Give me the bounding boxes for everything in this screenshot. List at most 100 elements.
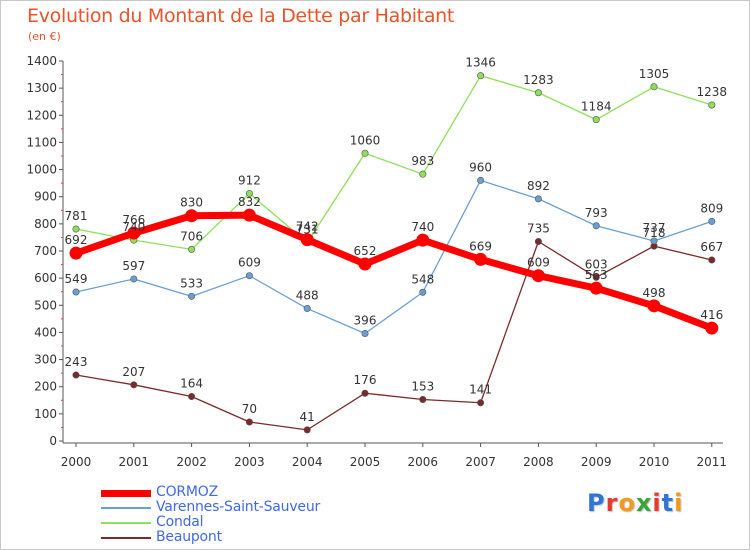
data-label: 667: [700, 240, 723, 254]
data-label: 740: [122, 220, 145, 234]
x-tick-label: 2008: [523, 455, 554, 469]
data-point: [589, 281, 603, 295]
logo-letter: P: [587, 489, 606, 517]
logo-letter: i: [674, 489, 684, 517]
legend-swatch: [101, 507, 151, 509]
data-label: 832: [238, 195, 261, 209]
data-label: 609: [527, 256, 550, 270]
y-tick-label: 1000: [26, 163, 57, 177]
data-label: 603: [585, 257, 608, 271]
data-point: [300, 233, 314, 247]
data-label: 1305: [639, 67, 670, 81]
data-point: [72, 371, 80, 379]
data-label: 416: [700, 308, 723, 322]
data-point: [705, 321, 719, 335]
data-label: 912: [238, 173, 261, 187]
data-label: 396: [354, 314, 377, 328]
series-line-beaupont: [75, 240, 713, 431]
y-tick-label: 1300: [26, 81, 57, 95]
x-tick-label: 2003: [234, 455, 265, 469]
data-label: 669: [469, 239, 492, 253]
data-point: [72, 288, 80, 296]
y-tick-label: 500: [34, 298, 57, 312]
data-label: 735: [527, 222, 550, 236]
data-point: [708, 256, 716, 264]
data-label: 740: [411, 220, 434, 234]
data-point: [361, 330, 369, 338]
data-point: [185, 209, 199, 223]
data-label: 563: [585, 268, 608, 282]
data-label: 731: [296, 223, 319, 237]
data-point: [534, 238, 542, 246]
data-label: 983: [411, 154, 434, 168]
x-tick-label: 2000: [61, 455, 92, 469]
data-point: [416, 233, 430, 247]
y-tick-label: 700: [34, 244, 57, 258]
data-point: [242, 208, 256, 222]
chart-title: Evolution du Montant de la Dette par Hab…: [27, 5, 455, 27]
data-point: [127, 226, 141, 240]
y-tick-label: 600: [34, 271, 57, 285]
data-label: 498: [643, 286, 666, 300]
data-point: [69, 246, 83, 260]
proxiti-logo: Proxiti: [587, 489, 683, 517]
data-point: [650, 237, 658, 245]
data-point: [708, 217, 716, 225]
data-point: [477, 72, 485, 80]
y-tick-label: 100: [34, 407, 57, 421]
data-label: 243: [65, 355, 88, 369]
data-point: [477, 176, 485, 184]
data-label: 766: [122, 213, 145, 227]
series-line-varennes-saint-sauveur: [75, 179, 713, 335]
unit-label: (en €): [28, 30, 61, 43]
data-point: [708, 101, 716, 109]
data-label: 960: [469, 160, 492, 174]
data-point: [245, 189, 253, 197]
legend-swatch: [101, 522, 151, 524]
y-tick-label: 300: [34, 353, 57, 367]
x-tick-label: 2011: [697, 455, 728, 469]
y-tick-label: 900: [34, 190, 57, 204]
data-point: [419, 395, 427, 403]
x-tick-label: 2010: [639, 455, 670, 469]
data-label: 706: [180, 229, 203, 243]
legend-swatch: [101, 537, 151, 539]
data-point: [592, 222, 600, 230]
data-point: [358, 257, 372, 271]
data-label: 1283: [523, 73, 554, 87]
data-point: [534, 195, 542, 203]
data-label: 1184: [581, 100, 612, 114]
x-tick-label: 2002: [176, 455, 207, 469]
x-tick-label: 2005: [350, 455, 381, 469]
data-label: 692: [65, 233, 88, 247]
data-label: 488: [296, 289, 319, 303]
logo-letter: t: [661, 489, 675, 517]
data-label: 70: [242, 402, 257, 416]
x-tick-label: 2007: [465, 455, 496, 469]
y-tick-label: 0: [49, 434, 57, 448]
data-point: [130, 275, 138, 283]
data-label: 164: [180, 376, 203, 390]
data-label: 892: [527, 179, 550, 193]
legend-label: Beaupont: [156, 529, 222, 545]
data-label: 1346: [465, 56, 496, 70]
data-point: [188, 392, 196, 400]
x-tick-label: 2006: [408, 455, 439, 469]
data-label: 793: [585, 206, 608, 220]
logo-letter: r: [605, 489, 619, 517]
data-label: 549: [65, 272, 88, 286]
data-point: [245, 418, 253, 426]
data-label: 830: [180, 196, 203, 210]
data-point: [245, 272, 253, 280]
data-point: [419, 288, 427, 296]
data-point: [130, 381, 138, 389]
series-line-condal: [75, 75, 713, 251]
data-point: [303, 426, 311, 434]
data-label: 207: [122, 365, 145, 379]
data-point: [188, 292, 196, 300]
legend-label: Condal: [156, 514, 204, 530]
data-label: 742: [296, 220, 319, 234]
x-tick-label: 2004: [292, 455, 323, 469]
y-tick-label: 200: [34, 380, 57, 394]
